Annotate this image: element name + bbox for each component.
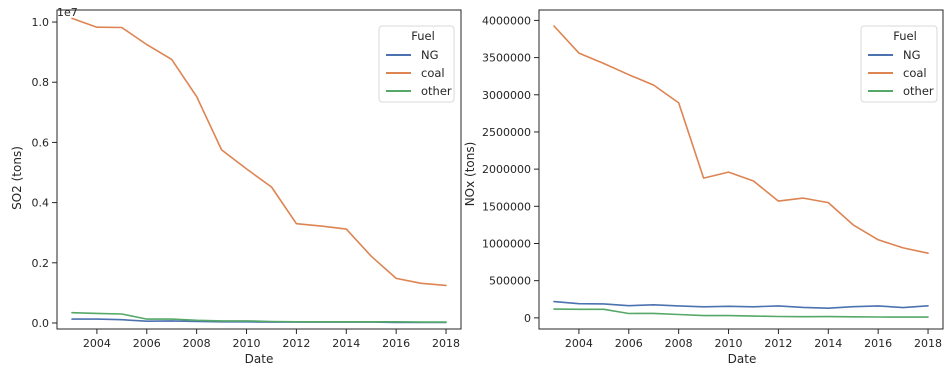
nox-y-tick-label: 3000000 bbox=[482, 89, 531, 102]
so2-offset-text: 1e7 bbox=[57, 6, 78, 19]
nox-y-tick-label: 2000000 bbox=[482, 163, 531, 176]
so2-legend: Fuel NG coal other bbox=[378, 25, 455, 103]
so2-series-coal-line bbox=[71, 17, 447, 287]
so2-x-tick-label: 2014 bbox=[332, 337, 360, 350]
nox-y-axis-label: NOx (tons) bbox=[463, 142, 477, 207]
nox-y-tick-label: 4000000 bbox=[482, 14, 531, 27]
so2-plot-area: 2004 2006 2008 2010 2012 2014 2016 2018 0.0 0.2 0.… bbox=[32, 9, 462, 350]
nox-plot-area: 2004 2006 2008 2010 2012 2014 2016 2018 0 500000 1… bbox=[482, 9, 944, 350]
so2-x-tick-label: 2008 bbox=[183, 337, 211, 350]
so2-chart: 2004 2006 2008 2010 2012 2014 2016 2018 0.0 0.2 0.… bbox=[10, 6, 462, 366]
nox-legend-label-other: other bbox=[903, 84, 934, 98]
nox-x-tick-label: 2016 bbox=[864, 337, 892, 350]
so2-y-tick-label: 0.2 bbox=[32, 257, 50, 270]
so2-y-tick-label: 1.0 bbox=[32, 16, 50, 29]
nox-y-tick-label: 2500000 bbox=[482, 126, 531, 139]
so2-legend-label-other: other bbox=[421, 84, 452, 98]
nox-x-tick-label: 2004 bbox=[565, 337, 593, 350]
nox-series-ng-line bbox=[553, 300, 929, 310]
nox-y-tick-label: 0 bbox=[524, 312, 531, 325]
nox-y-tick-label: 3500000 bbox=[482, 52, 531, 65]
so2-y-tick-label: 0.0 bbox=[32, 317, 50, 330]
nox-y-tick-label: 500000 bbox=[489, 275, 531, 288]
so2-y-tick-label: 0.4 bbox=[32, 197, 50, 210]
so2-x-tick-label: 2018 bbox=[432, 337, 460, 350]
nox-x-tick-label: 2006 bbox=[615, 337, 643, 350]
so2-series-other-line bbox=[71, 311, 447, 323]
so2-y-tick-label: 0.8 bbox=[32, 76, 50, 89]
nox-y-tick-label: 1000000 bbox=[482, 237, 531, 250]
nox-legend: Fuel NG coal other bbox=[860, 25, 938, 103]
so2-x-tick-label: 2006 bbox=[133, 337, 161, 350]
nox-series-coal-line bbox=[553, 25, 929, 254]
nox-legend-label-coal: coal bbox=[903, 66, 927, 80]
nox-legend-title: Fuel bbox=[893, 29, 917, 43]
nox-y-tick-label: 1500000 bbox=[482, 200, 531, 213]
nox-x-tick-label: 2014 bbox=[814, 337, 842, 350]
so2-legend-title: Fuel bbox=[411, 29, 435, 43]
nox-x-tick-label: 2018 bbox=[914, 337, 942, 350]
so2-legend-label-coal: coal bbox=[421, 66, 445, 80]
so2-legend-label-ng: NG bbox=[421, 48, 439, 62]
nox-x-tick-label: 2008 bbox=[665, 337, 693, 350]
nox-x-tick-label: 2010 bbox=[715, 337, 743, 350]
nox-legend-label-ng: NG bbox=[903, 48, 921, 62]
so2-axes-frame bbox=[56, 9, 462, 330]
so2-y-axis-label: SO2 (tons) bbox=[10, 146, 24, 210]
so2-legend-box bbox=[378, 25, 455, 103]
nox-series-other-line bbox=[553, 308, 929, 318]
nox-chart: 2004 2006 2008 2010 2012 2014 2016 2018 0 500000 1… bbox=[463, 9, 944, 366]
so2-x-axis-label: Date bbox=[245, 352, 274, 366]
nox-x-tick-label: 2012 bbox=[764, 337, 792, 350]
so2-x-tick-label: 2012 bbox=[282, 337, 310, 350]
nox-x-axis-label: Date bbox=[728, 352, 757, 366]
so2-x-tick-label: 2016 bbox=[382, 337, 410, 350]
so2-x-tick-label: 2004 bbox=[83, 337, 111, 350]
so2-x-tick-label: 2010 bbox=[233, 337, 261, 350]
nox-legend-box bbox=[860, 25, 938, 103]
so2-y-tick-label: 0.6 bbox=[32, 136, 50, 149]
